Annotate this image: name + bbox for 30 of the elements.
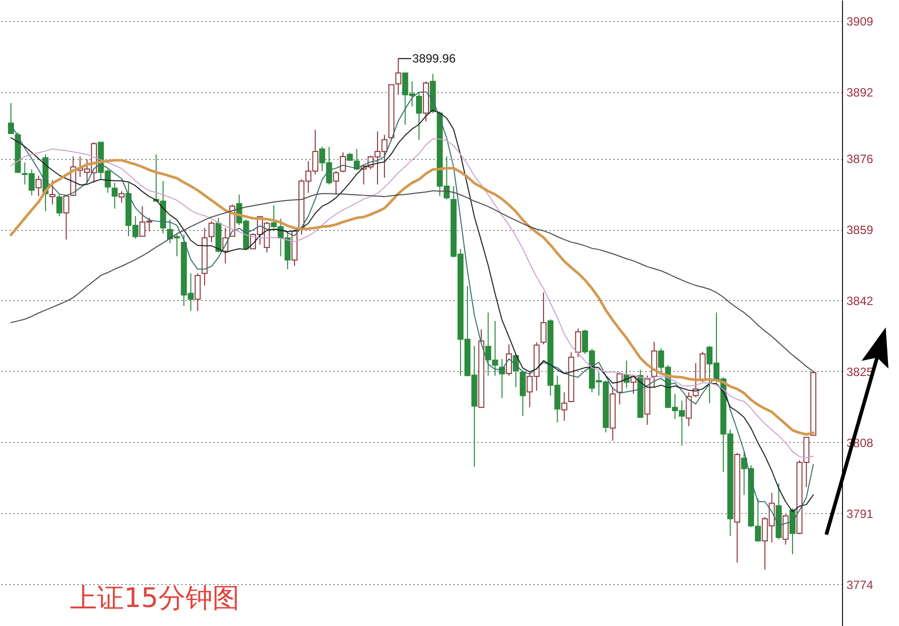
candlestick <box>782 514 789 546</box>
candlestick <box>333 170 340 195</box>
candlestick <box>49 180 56 205</box>
y-tick-label: 3909 <box>846 14 874 28</box>
candlestick <box>520 370 526 417</box>
y-tick-label: 3859 <box>846 223 874 238</box>
candlestick <box>118 190 125 204</box>
candlestick <box>575 328 582 358</box>
candlestick <box>208 220 215 243</box>
annotation: 3899.96 <box>412 52 456 66</box>
candlestick <box>624 360 630 389</box>
candlestick <box>416 92 422 140</box>
candlestick <box>790 508 796 555</box>
candlestick <box>561 392 568 422</box>
candlestick <box>36 175 42 197</box>
candlestick <box>616 372 623 405</box>
y-tick-label: 3842 <box>846 294 874 308</box>
text: 上证15分钟图 <box>70 583 240 614</box>
candlestick <box>506 344 512 376</box>
candlestick <box>112 182 118 210</box>
candlestick <box>686 392 692 427</box>
candlestick <box>56 194 62 217</box>
candlestick <box>540 292 547 345</box>
y-tick-label: 3876 <box>846 152 874 166</box>
candlestick <box>340 152 346 173</box>
y-tick-label: 3774 <box>846 578 874 592</box>
candlestick <box>194 272 201 312</box>
candlestick <box>8 102 14 134</box>
y-tick-label: 3892 <box>846 85 874 100</box>
y-tick-label: 3791 <box>846 506 874 521</box>
